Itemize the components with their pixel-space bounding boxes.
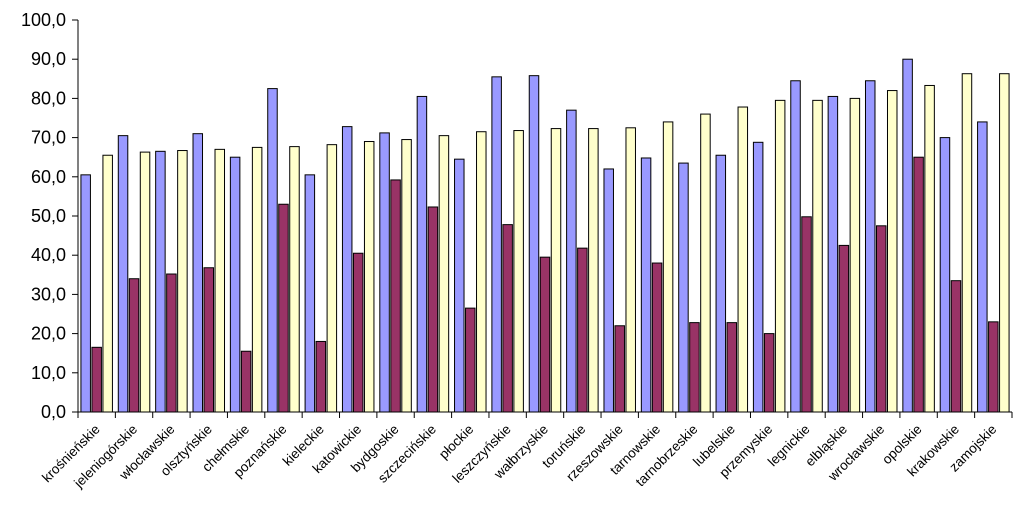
bar-series-3 [550,128,562,413]
bar-series-3 [251,146,263,413]
bar-series-2 [577,247,588,413]
bar-series-2 [651,262,663,413]
y-tick-label: 10,0 [31,363,66,383]
bar-series-2 [763,333,775,413]
bar-series-3 [289,146,300,413]
bar-series-3 [139,151,151,413]
bar-series-1 [379,132,390,413]
bar-series-3 [326,144,338,413]
bar-series-3 [588,128,599,413]
y-tick-label: 100,0 [21,10,66,30]
bar-series-1 [491,76,502,413]
bar-series-2 [427,206,439,413]
bar-series-3 [363,141,375,413]
bar-series-1 [864,80,876,413]
y-tick-label: 90,0 [31,49,66,69]
bar-series-3 [774,99,786,413]
bar-series-2 [689,322,700,413]
y-tick-label: 70,0 [31,128,66,148]
bar-series-3 [961,73,973,413]
bar-series-3 [214,148,226,413]
x-axis-category-labels: krośnieńskiejeleniogórskiewłocławskieols… [39,422,999,492]
bar-series-1 [566,109,577,413]
bar-series-2 [726,322,738,413]
bar-series-3 [700,113,711,413]
bar-series-2 [502,224,513,413]
bars [80,58,1010,413]
bar-series-1 [902,58,913,413]
bar-series-3 [438,135,450,413]
bar-series-1 [939,137,951,413]
bar-series-1 [341,126,353,413]
bar-series-2 [278,203,289,413]
y-tick-label: 40,0 [31,245,66,265]
bar-series-2 [801,216,812,413]
y-tick-label: 20,0 [31,324,66,344]
bar-series-2 [838,244,850,413]
bar-series-1 [977,121,988,413]
bar-series-1 [267,88,278,413]
bar-series-1 [454,158,465,413]
bar-series-1 [416,95,428,413]
bar-series-2 [390,179,401,413]
bar-series-2 [539,256,551,413]
bar-series-3 [662,121,674,413]
bar-series-1 [80,174,91,413]
bar-series-2 [913,156,924,413]
y-tick-label: 60,0 [31,167,66,187]
axes [72,19,1013,418]
bar-series-3 [999,73,1010,413]
y-axis-tick-labels: 0,0 10,0 20,0 30,0 40,0 50,0 60,0 70,0 80,0 90,0 1… [21,10,66,422]
bar-series-1 [117,135,129,413]
bar-series-1 [192,133,204,413]
bar-series-3 [476,131,487,413]
bar-series-3 [102,154,113,413]
bar-series-2 [352,252,364,413]
bar-series-2 [128,278,140,413]
bar-series-1 [528,75,540,413]
bar-series-1 [304,174,316,413]
bar-series-2 [315,340,327,413]
bar-series-1 [827,95,839,413]
bar-series-3 [401,139,412,413]
bar-series-1 [155,150,166,413]
bar-series-1 [678,162,689,413]
bar-series-3 [812,99,823,413]
bar-series-1 [715,154,727,413]
bar-series-2 [203,267,215,413]
y-tick-label: 30,0 [31,284,66,304]
y-tick-label: 0,0 [41,402,66,422]
y-tick-label: 80,0 [31,88,66,108]
bar-series-3 [849,97,861,413]
bar-series-3 [737,106,749,413]
bar-series-1 [790,80,801,413]
bar-series-2 [950,280,962,413]
bar-series-2 [91,346,102,413]
bar-series-1 [603,168,614,413]
bar-series-2 [166,273,177,413]
bar-series-1 [640,157,652,413]
y-tick-label: 50,0 [31,206,66,226]
bar-series-3 [625,127,636,413]
bar-series-1 [752,141,764,413]
bar-series-2 [240,350,252,413]
bar-series-3 [513,130,524,413]
bar-series-3 [924,84,935,413]
bar-series-2 [465,307,476,413]
bar-series-2 [988,321,999,413]
bar-series-2 [614,325,625,413]
bar-series-3 [177,150,188,413]
bar-series-2 [875,225,887,413]
bar-series-1 [229,156,241,413]
bar-series-3 [886,90,898,413]
